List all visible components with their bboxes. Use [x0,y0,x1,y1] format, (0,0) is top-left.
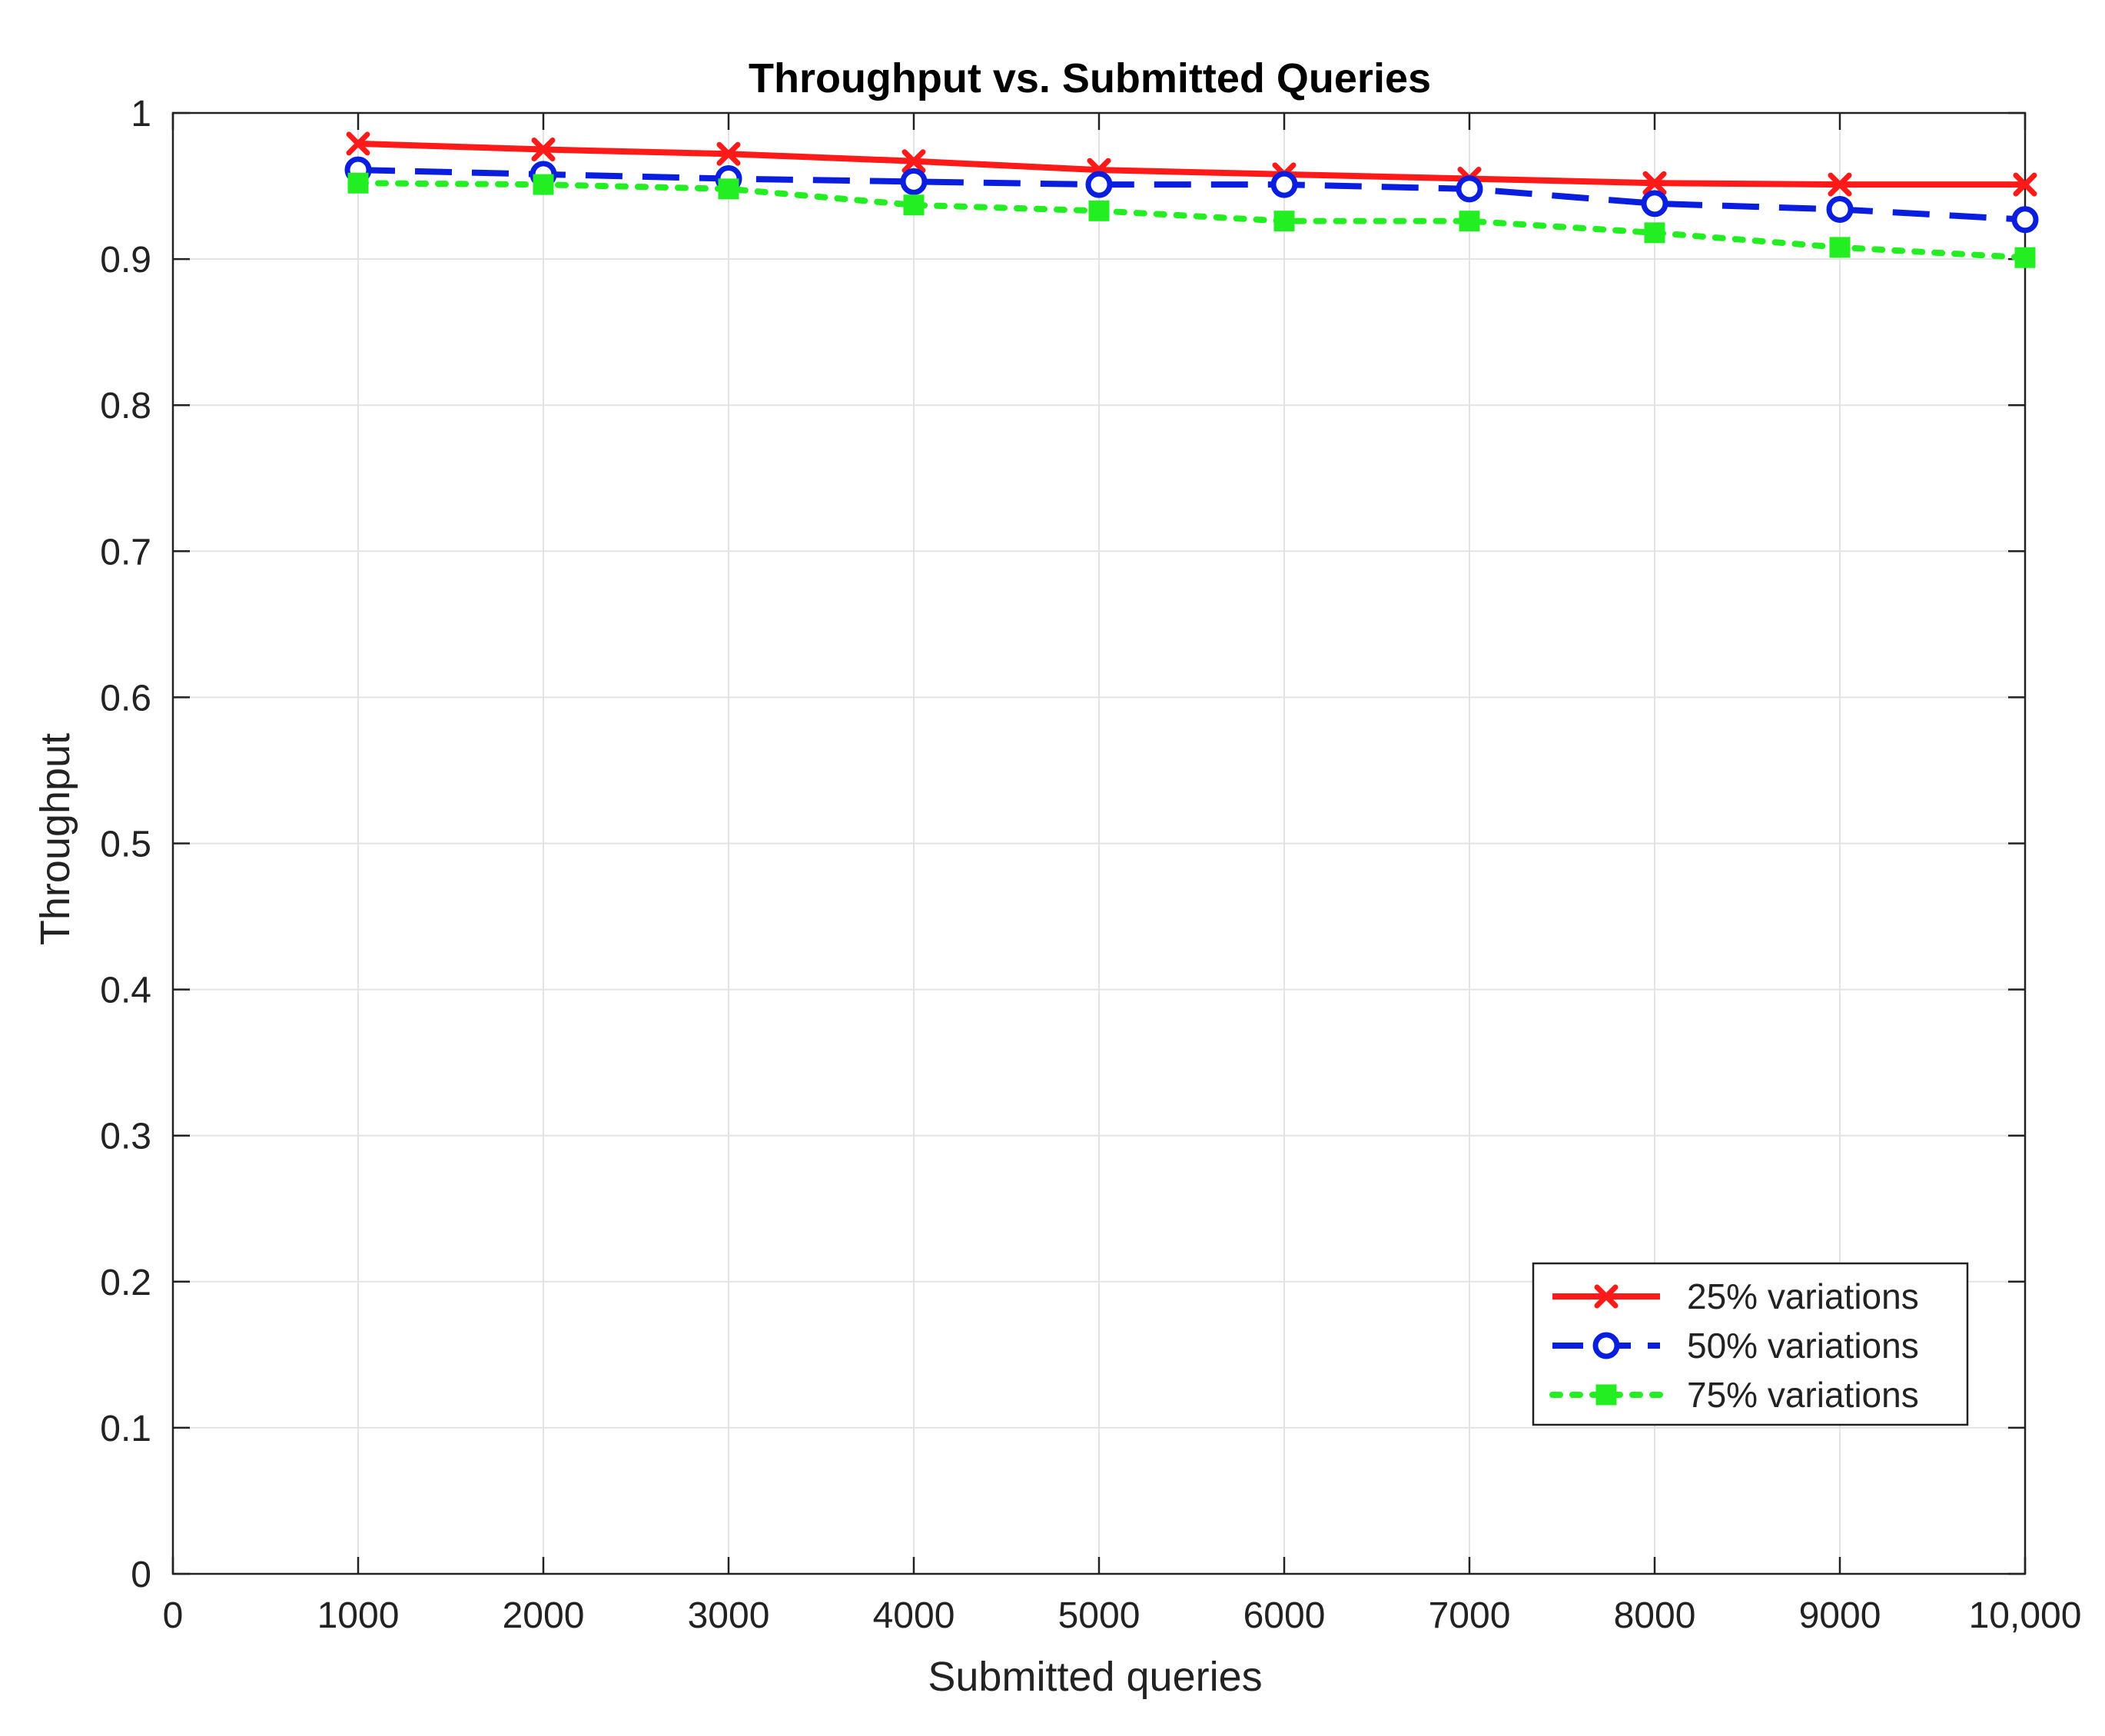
y-tick-label: 0 [131,1555,151,1595]
circle-marker [1085,171,1113,198]
x-marker [1642,171,1667,195]
square-marker [903,194,925,216]
y-tick-label: 0.7 [100,532,151,573]
square-marker [1088,200,1110,221]
x-tick-label: 4000 [873,1595,955,1636]
x-marker [1828,172,1852,197]
x-tick-label: 1000 [317,1595,400,1636]
y-tick-label: 0.1 [100,1409,151,1449]
y-tick-label: 0.8 [100,386,151,427]
x-axis-label: Submitted queries [928,1654,1262,1700]
series-line [357,167,2026,223]
y-tick-label: 0.3 [100,1117,151,1157]
x-axis-tick-labels: 0 1000 2000 3000 4000 5000 6000 7000 8000 9000 10,… [163,1595,2082,1636]
y-tick-label: 0.4 [100,971,151,1011]
x-marker [531,138,556,162]
y-tick-label: 0.2 [100,1263,151,1303]
chart-title: Throughput vs. Submitted Queries [749,55,1431,101]
legend-entry: 50% variations [1552,1326,1919,1366]
y-tick-label: 0.9 [100,240,151,280]
circle-marker [1270,171,1298,198]
x-tick-label: 9000 [1799,1595,1881,1636]
series-3 [347,172,2036,268]
square-marker [718,178,739,200]
x-tick-label: 6000 [1243,1595,1326,1636]
chart-legend: 25% variations 50% variations 75% variatio… [1532,1262,1969,1426]
circle-marker [900,168,928,195]
circle-marker [2011,206,2039,234]
x-tick-label: 7000 [1429,1595,1511,1636]
series-2 [344,156,2039,234]
x-tick-label: 8000 [1614,1595,1696,1636]
square-marker [1273,211,1295,232]
data-series [344,131,2039,268]
x-marker [901,149,926,174]
legend-label: 25% variations [1687,1276,1919,1316]
legend-label: 50% variations [1687,1326,1919,1366]
circle-marker [1826,195,1854,223]
circle-marker [1641,190,1668,217]
plot-axes [171,111,2027,1575]
circle-marker [1456,175,1483,203]
x-marker [2013,172,2037,197]
x-tick-label: 2000 [503,1595,585,1636]
series-line [357,140,2025,188]
y-tick-label: 0.5 [100,825,151,865]
circle-marker [1592,1332,1620,1359]
y-axis-label: Throughput [32,733,78,945]
y-tick-label: 1 [131,94,151,134]
series-line [355,180,2028,261]
legend-entry: 25% variations [1552,1276,1919,1316]
x-tick-label: 10,000 [1969,1595,2082,1636]
x-tick-label: 0 [163,1595,184,1636]
y-tick-label: 0.6 [100,678,151,719]
square-marker [1829,237,1851,258]
x-marker [716,141,741,166]
x-tick-label: 3000 [688,1595,770,1636]
x-marker [1594,1284,1619,1309]
y-axis-tick-labels: 0 0.1 0.2 0.3 0.4 0.5 0.6 0.7 0.8 0.9 1 [100,94,151,1595]
x-tick-label: 5000 [1058,1595,1140,1636]
legend-entry: 75% variations [1549,1375,1919,1415]
square-marker [1644,222,1665,244]
square-marker [533,174,554,195]
square-marker [1459,211,1480,232]
square-marker [1595,1384,1617,1406]
square-marker [2014,247,2036,268]
x-marker [346,131,370,156]
square-marker [347,172,369,194]
legend-label: 75% variations [1687,1375,1919,1415]
